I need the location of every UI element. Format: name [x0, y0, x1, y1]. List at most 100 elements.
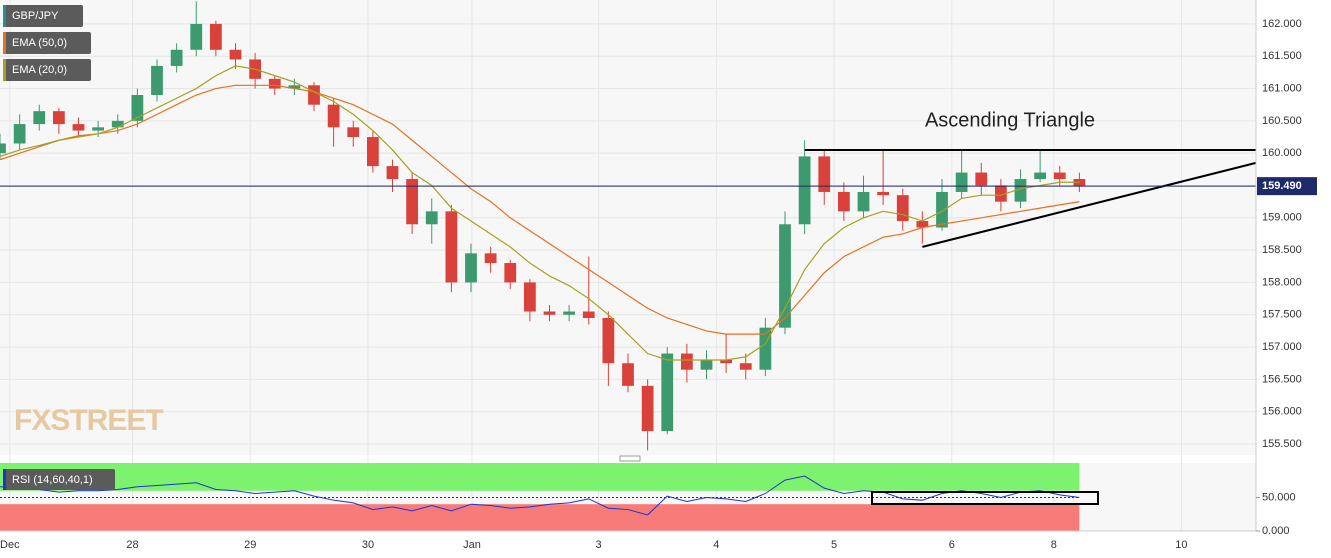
ema-line [0, 65, 1080, 361]
candle-body [1014, 179, 1027, 202]
candle-body [602, 317, 615, 364]
y-tick-label: 160.000 [1262, 147, 1302, 159]
legend-swatch [3, 469, 6, 490]
candle-body [896, 195, 909, 222]
candle-body [209, 23, 222, 50]
candle-body [818, 156, 831, 192]
upper-zone [0, 463, 1080, 491]
ema-line [0, 84, 1080, 335]
candle-body [759, 327, 772, 370]
legend-label: EMA (20,0) [12, 64, 67, 76]
grid [0, 0, 1256, 531]
current-price-label: 159.490 [1262, 180, 1302, 192]
candle-body [936, 191, 948, 228]
x-tick-label: 4 [713, 539, 719, 551]
candle-body [582, 311, 595, 318]
plot [0, 1, 1257, 516]
candle-body [994, 185, 1007, 202]
legend-swatch [3, 5, 6, 27]
legend-label: RSI (14,60,40,1) [12, 474, 93, 486]
y-tick-label: 50.000 [1262, 491, 1296, 503]
candle-body [543, 311, 556, 315]
candle-body [563, 311, 576, 315]
candle-body [523, 282, 536, 312]
candle-body [425, 211, 438, 225]
y-tick-label: 159.000 [1262, 212, 1302, 224]
y-tick-label: 157.500 [1262, 309, 1302, 321]
candle-body [955, 172, 968, 192]
candle-body [484, 253, 497, 264]
candle-body [798, 156, 811, 225]
panel-splitter[interactable] [619, 455, 641, 462]
candle-body [445, 211, 458, 283]
candle-body [72, 124, 85, 131]
x-tick-label: Jan [463, 539, 481, 551]
candle-body [857, 191, 870, 212]
legend-box [3, 32, 91, 54]
y-tick-label: 158.500 [1262, 244, 1302, 256]
candle-body [92, 127, 105, 131]
y-tick-label: 162.000 [1262, 18, 1302, 30]
candle-body [779, 224, 791, 328]
legend-swatch [3, 59, 6, 81]
candle-body [366, 137, 379, 167]
candle-body [131, 95, 144, 121]
legend-box [3, 469, 115, 490]
y-tick-label: 156.500 [1262, 373, 1302, 385]
legend-label: GBP/JPY [12, 10, 59, 22]
candle-body [308, 85, 320, 105]
candle-body [406, 179, 419, 225]
x-tick-label: 6 [949, 539, 955, 551]
candle-body [347, 127, 360, 138]
x-tick-label: 30 [362, 539, 374, 551]
y-tick-label: 0.000 [1262, 525, 1290, 537]
candle-body [622, 363, 634, 386]
y-tick-label: 157.000 [1262, 341, 1302, 353]
candle-body [837, 191, 850, 212]
candle-body [327, 104, 340, 128]
candle-body [700, 359, 713, 370]
y-tick-label: 161.500 [1262, 50, 1302, 62]
legend-label: EMA (50,0) [12, 37, 67, 49]
candle-body [170, 49, 183, 66]
candle-body [13, 124, 26, 144]
x-tick-label: 28 [126, 539, 138, 551]
candle-body [680, 353, 693, 370]
trend-line [922, 161, 1257, 248]
current-price-box [1257, 177, 1317, 196]
candle-body [975, 172, 988, 186]
y-tick-label: 155.500 [1262, 438, 1302, 450]
x-tick-label: 5 [831, 539, 837, 551]
candle-body [111, 120, 124, 128]
candle-body [268, 78, 281, 89]
candle-body [52, 111, 65, 125]
y-tick-label: 158.000 [1262, 276, 1302, 288]
x-tick-label: 8 [1051, 539, 1057, 551]
candle-body [465, 253, 477, 283]
candle-body [504, 263, 517, 283]
legend-swatch [3, 32, 6, 54]
candle-body [661, 353, 674, 432]
candle-body [739, 363, 752, 370]
candle-body [916, 221, 929, 228]
annotation: Ascending Triangle [925, 109, 1095, 131]
candle-body [641, 385, 654, 432]
candle-body [1034, 172, 1047, 180]
candle-body [1053, 172, 1066, 180]
lower-zone [0, 504, 1080, 531]
candle-body [877, 191, 890, 196]
highlight-box [871, 491, 1099, 505]
x-tick-label: 3 [596, 539, 602, 551]
candle-body [720, 359, 733, 364]
candle-body [33, 111, 46, 125]
candle-body [151, 65, 163, 96]
candle-body [190, 23, 203, 50]
y-tick-label: 160.500 [1262, 115, 1302, 127]
rsi-line [0, 475, 1080, 516]
candle-body [0, 143, 6, 154]
candle-body [229, 49, 242, 60]
y-tick-label: 156.000 [1262, 406, 1302, 418]
legend-box [3, 5, 83, 27]
watermark: FXSTREET [14, 404, 163, 437]
